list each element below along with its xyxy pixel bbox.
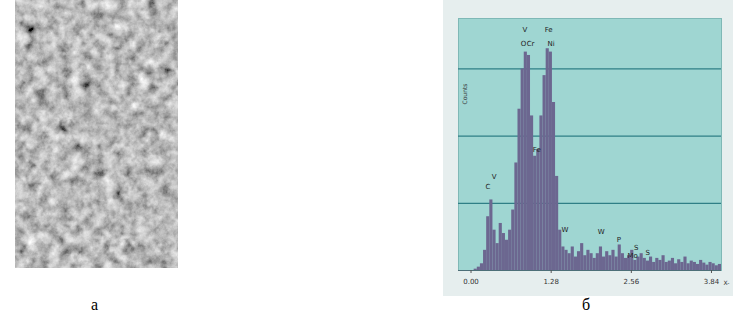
svg-text:Fe: Fe	[545, 26, 553, 34]
svg-text:W: W	[561, 226, 568, 234]
svg-text:S: S	[634, 244, 639, 252]
svg-text:Counts: Counts	[461, 84, 468, 105]
svg-text:S: S	[645, 249, 650, 257]
svg-text:0.00: 0.00	[463, 278, 479, 286]
svg-text:V: V	[522, 26, 527, 34]
svg-text:2.56: 2.56	[624, 278, 640, 286]
svg-text:P: P	[617, 236, 621, 244]
html-text:б: б	[582, 296, 591, 313]
svg-text:O: O	[520, 39, 527, 48]
svg-text:Cr: Cr	[527, 40, 535, 48]
svg-text:X-: X-	[724, 279, 730, 286]
svg-text:Ni: Ni	[548, 40, 555, 48]
svg-text:C: C	[485, 183, 490, 191]
svg-text:Mo: Mo	[627, 252, 637, 260]
html-text:а: а	[91, 296, 99, 313]
svg-text:1.28: 1.28	[543, 278, 559, 286]
svg-text:W: W	[598, 228, 605, 236]
svg-text:Fe: Fe	[533, 146, 541, 154]
svg-text:3.84: 3.84	[704, 278, 720, 286]
svg-text:V: V	[492, 173, 497, 181]
